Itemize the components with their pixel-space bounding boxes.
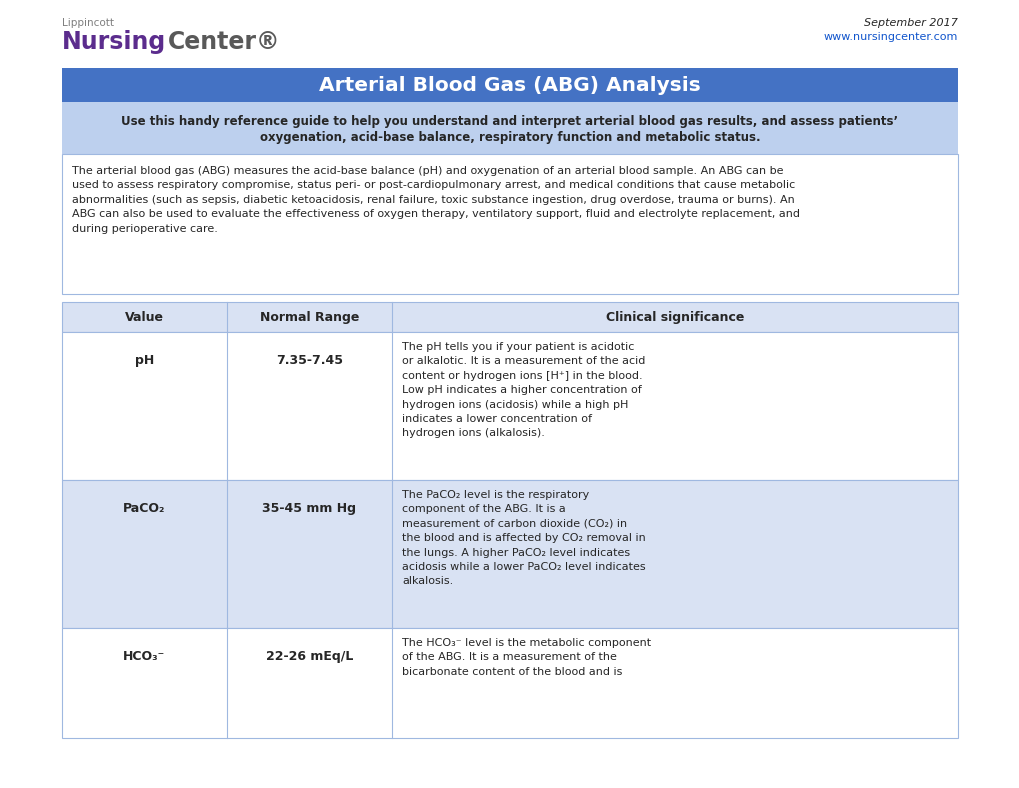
Bar: [62, 628, 957, 738]
Bar: [62, 302, 957, 332]
Bar: [62, 102, 957, 154]
Text: Normal Range: Normal Range: [260, 310, 359, 324]
Text: 7.35-7.45: 7.35-7.45: [276, 354, 342, 367]
Text: HCO₃⁻: HCO₃⁻: [123, 650, 165, 663]
Text: Lippincott: Lippincott: [62, 18, 114, 28]
Text: www.nursingcenter.com: www.nursingcenter.com: [822, 32, 957, 42]
Text: Value: Value: [125, 310, 164, 324]
Text: September 2017: September 2017: [863, 18, 957, 28]
Text: Nursing: Nursing: [62, 30, 166, 54]
Bar: [62, 480, 957, 628]
Text: Center®: Center®: [168, 30, 280, 54]
Text: Use this handy reference guide to help you understand and interpret arterial blo: Use this handy reference guide to help y…: [121, 115, 898, 128]
Text: Arterial Blood Gas (ABG) Analysis: Arterial Blood Gas (ABG) Analysis: [319, 76, 700, 95]
Text: The HCO₃⁻ level is the metabolic component
of the ABG. It is a measurement of th: The HCO₃⁻ level is the metabolic compone…: [401, 638, 650, 677]
Text: 22-26 mEq/L: 22-26 mEq/L: [266, 650, 353, 663]
Text: Clinical significance: Clinical significance: [605, 310, 744, 324]
Bar: [62, 332, 957, 480]
Text: The PaCO₂ level is the respiratory
component of the ABG. It is a
measurement of : The PaCO₂ level is the respiratory compo…: [401, 490, 645, 586]
Bar: [62, 68, 957, 102]
Text: oxygenation, acid-base balance, respiratory function and metabolic status.: oxygenation, acid-base balance, respirat…: [260, 131, 759, 144]
Text: 35-45 mm Hg: 35-45 mm Hg: [262, 502, 357, 515]
Bar: [62, 154, 957, 294]
Text: The pH tells you if your patient is acidotic
or alkalotic. It is a measurement o: The pH tells you if your patient is acid…: [401, 342, 645, 438]
Text: pH: pH: [135, 354, 154, 367]
Text: PaCO₂: PaCO₂: [123, 502, 165, 515]
Text: The arterial blood gas (ABG) measures the acid-base balance (pH) and oxygenation: The arterial blood gas (ABG) measures th…: [72, 166, 799, 233]
